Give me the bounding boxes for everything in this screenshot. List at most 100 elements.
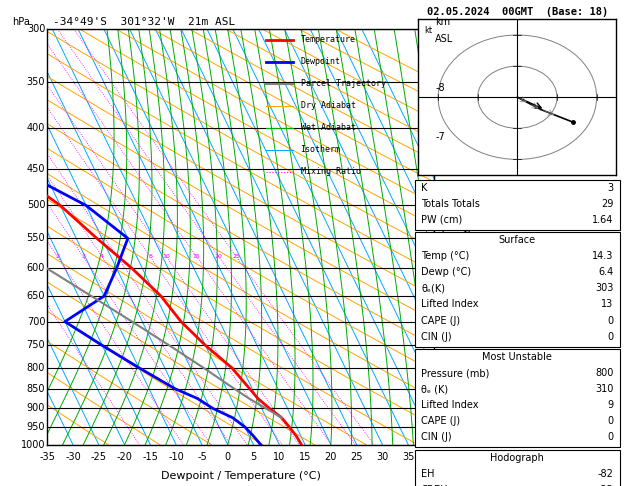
Text: CIN (J): CIN (J) bbox=[421, 331, 452, 342]
Text: 350: 350 bbox=[27, 77, 45, 87]
Text: 3: 3 bbox=[607, 183, 613, 193]
Text: 35: 35 bbox=[402, 452, 415, 462]
Text: Parcel Trajectory: Parcel Trajectory bbox=[301, 79, 386, 88]
Text: 25: 25 bbox=[233, 254, 240, 259]
Text: -15: -15 bbox=[142, 452, 159, 462]
Text: Mixing Ratio: Mixing Ratio bbox=[301, 167, 360, 176]
Text: Pressure (mb): Pressure (mb) bbox=[421, 368, 490, 378]
Text: Isotherm: Isotherm bbox=[301, 145, 340, 154]
Text: CIN (J): CIN (J) bbox=[421, 432, 452, 442]
Text: © weatheronline.co.uk: © weatheronline.co.uk bbox=[469, 472, 565, 481]
Text: Dewp (°C): Dewp (°C) bbox=[421, 267, 472, 278]
Text: 800: 800 bbox=[595, 368, 613, 378]
Text: -3: -3 bbox=[435, 317, 445, 327]
Text: -4: -4 bbox=[435, 273, 445, 283]
Text: 0: 0 bbox=[607, 331, 613, 342]
Text: Lifted Index: Lifted Index bbox=[421, 400, 479, 410]
Text: 20: 20 bbox=[325, 452, 337, 462]
Text: 25: 25 bbox=[350, 452, 363, 462]
Text: hPa: hPa bbox=[13, 17, 30, 27]
Text: 0: 0 bbox=[607, 416, 613, 426]
Text: 40: 40 bbox=[428, 452, 440, 462]
Text: Temp (°C): Temp (°C) bbox=[421, 251, 470, 261]
Text: EH: EH bbox=[421, 469, 435, 479]
Text: 5: 5 bbox=[115, 254, 119, 259]
Text: 1.64: 1.64 bbox=[592, 215, 613, 225]
Text: -6: -6 bbox=[435, 181, 445, 191]
Text: Most Unstable: Most Unstable bbox=[482, 352, 552, 362]
Text: 900: 900 bbox=[27, 403, 45, 413]
Text: PW (cm): PW (cm) bbox=[421, 215, 463, 225]
Text: 30: 30 bbox=[376, 452, 389, 462]
Text: Dewpoint: Dewpoint bbox=[301, 57, 340, 66]
Text: 400: 400 bbox=[27, 123, 45, 134]
Text: 02.05.2024  00GMT  (Base: 18): 02.05.2024 00GMT (Base: 18) bbox=[426, 7, 608, 17]
Text: -82: -82 bbox=[598, 469, 613, 479]
Text: 0: 0 bbox=[607, 432, 613, 442]
Text: 15: 15 bbox=[192, 254, 201, 259]
Text: 310: 310 bbox=[595, 384, 613, 394]
Text: 8: 8 bbox=[148, 254, 152, 259]
Text: -30: -30 bbox=[65, 452, 81, 462]
Text: CAPE (J): CAPE (J) bbox=[421, 416, 460, 426]
Text: -20: -20 bbox=[116, 452, 133, 462]
Text: 500: 500 bbox=[27, 200, 45, 210]
Text: Temperature: Temperature bbox=[301, 35, 355, 44]
Text: 950: 950 bbox=[27, 422, 45, 432]
Text: Hodograph: Hodograph bbox=[491, 452, 544, 463]
Text: 20: 20 bbox=[215, 254, 223, 259]
Text: km: km bbox=[435, 17, 450, 27]
Text: 0: 0 bbox=[225, 452, 231, 462]
Text: 0: 0 bbox=[607, 315, 613, 326]
Text: -8: -8 bbox=[435, 83, 445, 93]
Text: 10: 10 bbox=[273, 452, 286, 462]
Text: 14.3: 14.3 bbox=[592, 251, 613, 261]
Text: Mixing Ratio (g/kg): Mixing Ratio (g/kg) bbox=[459, 191, 469, 283]
Text: -35: -35 bbox=[39, 452, 55, 462]
Text: 1LCL: 1LCL bbox=[435, 413, 455, 422]
Text: ASL: ASL bbox=[435, 34, 454, 44]
Text: 9: 9 bbox=[607, 400, 613, 410]
Text: -5: -5 bbox=[435, 227, 445, 237]
Text: -1: -1 bbox=[435, 403, 445, 413]
Text: Surface: Surface bbox=[499, 235, 536, 245]
Text: Totals Totals: Totals Totals bbox=[421, 199, 481, 209]
Text: -25: -25 bbox=[91, 452, 107, 462]
Text: 1000: 1000 bbox=[21, 440, 45, 450]
Text: 6.4: 6.4 bbox=[598, 267, 613, 278]
Text: 15: 15 bbox=[299, 452, 311, 462]
Text: CAPE (J): CAPE (J) bbox=[421, 315, 460, 326]
Text: 850: 850 bbox=[27, 383, 45, 394]
Text: 700: 700 bbox=[27, 316, 45, 327]
Text: 303: 303 bbox=[595, 283, 613, 294]
Text: -7: -7 bbox=[435, 133, 445, 142]
Text: -5: -5 bbox=[197, 452, 207, 462]
Text: SREH: SREH bbox=[421, 485, 448, 486]
Text: -2: -2 bbox=[435, 361, 445, 370]
Text: 650: 650 bbox=[27, 291, 45, 301]
Text: kt: kt bbox=[424, 26, 432, 35]
Text: 2: 2 bbox=[55, 254, 59, 259]
Text: 13: 13 bbox=[601, 299, 613, 310]
Text: 10: 10 bbox=[162, 254, 170, 259]
Text: 5: 5 bbox=[250, 452, 257, 462]
Text: 750: 750 bbox=[26, 340, 45, 350]
Text: Wet Adiabat: Wet Adiabat bbox=[301, 123, 355, 132]
Text: θₑ(K): θₑ(K) bbox=[421, 283, 445, 294]
Text: 300: 300 bbox=[27, 24, 45, 34]
Text: 550: 550 bbox=[26, 233, 45, 243]
Text: K: K bbox=[421, 183, 428, 193]
Text: 4: 4 bbox=[100, 254, 104, 259]
Text: 450: 450 bbox=[27, 164, 45, 174]
Text: Dry Adiabat: Dry Adiabat bbox=[301, 101, 355, 110]
Text: -34°49'S  301°32'W  21m ASL: -34°49'S 301°32'W 21m ASL bbox=[53, 17, 236, 27]
Text: Lifted Index: Lifted Index bbox=[421, 299, 479, 310]
Text: -33: -33 bbox=[598, 485, 613, 486]
Text: θₑ (K): θₑ (K) bbox=[421, 384, 448, 394]
Text: Dewpoint / Temperature (°C): Dewpoint / Temperature (°C) bbox=[160, 471, 321, 482]
Text: 29: 29 bbox=[601, 199, 613, 209]
Text: 3: 3 bbox=[81, 254, 85, 259]
Text: -10: -10 bbox=[168, 452, 184, 462]
Text: 600: 600 bbox=[27, 263, 45, 274]
Text: 800: 800 bbox=[27, 363, 45, 373]
